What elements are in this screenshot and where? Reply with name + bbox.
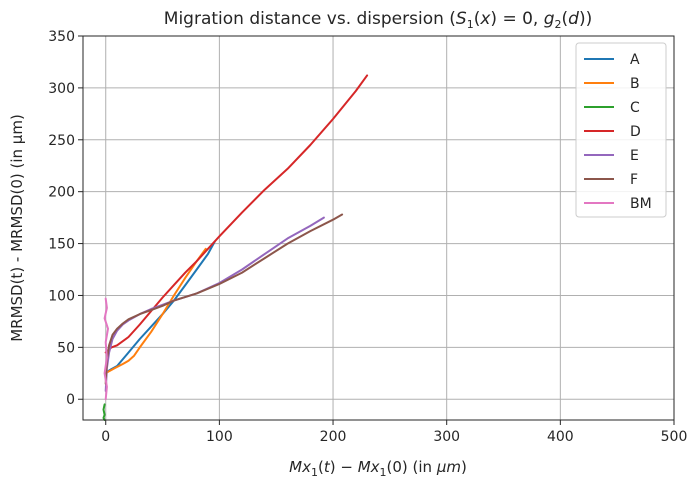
y-tick-label: 350 <box>48 29 75 45</box>
y-tick-label: 300 <box>48 81 75 97</box>
chart-title: Migration distance vs. dispersion (S1(x)… <box>164 9 592 31</box>
x-tick-label: 400 <box>547 429 574 445</box>
y-tick-label: 0 <box>66 392 75 408</box>
legend-label-f: F <box>630 172 638 188</box>
series-line-d <box>104 74 369 354</box>
legend-label-a: A <box>630 52 640 68</box>
y-tick-label: 100 <box>48 288 75 304</box>
plot-series <box>102 74 369 421</box>
legend-label-b: B <box>630 76 640 92</box>
y-tick-label: 200 <box>48 185 75 201</box>
series-line-f <box>104 213 344 385</box>
x-tick-label: 0 <box>101 429 110 445</box>
y-axis: 0 50 100 150 200 250 300 350 <box>48 29 83 408</box>
legend-label-d: D <box>630 124 641 140</box>
y-axis-label: MRMSD(t) - MRMSD(0) (in μm) <box>8 114 26 342</box>
x-tick-label: 300 <box>433 429 460 445</box>
y-tick-label: 150 <box>48 237 75 253</box>
y-tick-label: 50 <box>57 340 75 356</box>
legend-label-bm: BM <box>630 196 652 212</box>
x-tick-label: 500 <box>661 429 688 445</box>
legend-box <box>575 42 667 218</box>
series-line-b <box>104 247 207 375</box>
x-tick-label: 200 <box>320 429 347 445</box>
x-axis: 0 100 200 300 400 500 <box>101 420 687 445</box>
series-line-bm <box>103 297 109 401</box>
series-line-c <box>102 403 106 421</box>
legend-label-e: E <box>630 148 639 164</box>
x-axis-label: Mx1(t) − Mx1(0) (in μm) <box>289 458 467 479</box>
x-tick-label: 100 <box>206 429 233 445</box>
y-tick-label: 250 <box>48 133 75 149</box>
legend-label-c: C <box>630 100 640 116</box>
plot-frame <box>82 35 675 421</box>
